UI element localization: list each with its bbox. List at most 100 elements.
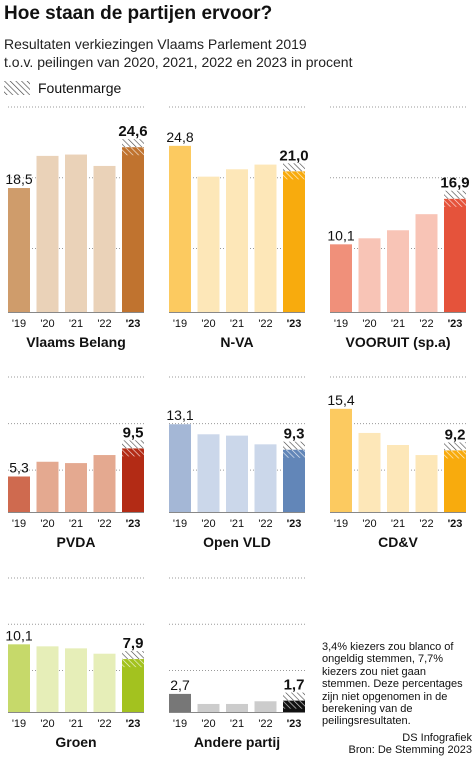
tick-label-n-va-1: '20: [201, 318, 215, 330]
chart-n-va: 24,8 '19 '20 '21 '22 21,0 '23 N-VA: [166, 106, 309, 350]
tick-label-groen-3: '22: [97, 718, 111, 730]
bar-open-vld-2: [226, 435, 248, 512]
bar-andere-partij-3: [254, 701, 277, 712]
margin-band-upper: [283, 163, 305, 172]
bar-andere-partij-1: [197, 703, 220, 712]
margin-band-upper: [444, 190, 466, 199]
data-label-n-va-4: 21,0: [279, 147, 308, 164]
margin-band-lower: [283, 171, 305, 180]
chart-title-vlaams-belang: Vlaams Belang: [26, 334, 126, 350]
tick-label-cdandv-2: '21: [391, 518, 405, 530]
tick-label-vlaams-belang-4: '23: [126, 318, 141, 330]
tick-label-vlaams-belang-1: '20: [40, 318, 54, 330]
bar-groen-1: [36, 646, 59, 712]
tick-label-groen-0: '19: [12, 718, 26, 730]
tick-label-andere-partij-3: '22: [258, 718, 272, 730]
tick-label-andere-partij-0: '19: [173, 718, 187, 730]
data-label-vooruit-sp-a-0: 10,1: [327, 227, 354, 243]
bar-vlaams-belang-4: [122, 147, 144, 312]
tick-label-pvda-2: '21: [69, 518, 83, 530]
tick-label-vooruit-sp-a-1: '20: [362, 318, 376, 330]
margin-band-upper: [122, 440, 144, 449]
legend: Foutenmarge: [4, 79, 121, 97]
margin-band-upper: [444, 442, 466, 451]
tick-label-vlaams-belang-0: '19: [12, 318, 26, 330]
bar-cdandv-3: [415, 455, 438, 512]
chart-andere-partij: 2,7 '19 '20 '21 '22 1,7 '23 Andere partij: [169, 577, 305, 750]
data-label-vlaams-belang-0: 18,5: [5, 171, 32, 187]
hatch-swatch-icon: [4, 81, 30, 95]
data-label-andere-partij-0: 2,7: [170, 677, 190, 693]
tick-label-andere-partij-1: '20: [201, 718, 215, 730]
bar-groen-2: [65, 648, 87, 712]
tick-label-groen-4: '23: [126, 718, 141, 730]
tick-label-groen-1: '20: [40, 718, 54, 730]
tick-label-andere-partij-4: '23: [287, 718, 302, 730]
tick-label-pvda-1: '20: [40, 518, 54, 530]
data-label-open-vld-4: 9,3: [284, 426, 305, 443]
margin-band-upper: [283, 441, 305, 450]
bar-open-vld-0: [169, 424, 191, 512]
bar-open-vld-3: [254, 444, 277, 512]
tick-label-cdandv-1: '20: [362, 518, 376, 530]
tick-label-andere-partij-2: '21: [230, 718, 244, 730]
margin-band-lower: [283, 700, 305, 709]
bar-vlaams-belang-2: [65, 154, 87, 312]
bar-pvda-1: [36, 461, 59, 512]
margin-band-upper: [122, 651, 144, 660]
credit-line-1: DS Infografiek: [402, 732, 472, 744]
legend-label: Foutenmarge: [38, 80, 122, 96]
bar-cdandv-4: [444, 450, 466, 512]
chart-cdandv: 15,4 '19 '20 '21 '22 9,2 '23 CD&V: [327, 376, 466, 550]
tick-label-vlaams-belang-3: '22: [97, 318, 111, 330]
bar-pvda-2: [65, 463, 87, 512]
tick-label-vlaams-belang-2: '21: [69, 318, 83, 330]
margin-band-lower: [444, 198, 466, 207]
data-label-open-vld-0: 13,1: [166, 407, 193, 423]
tick-label-vooruit-sp-a-4: '23: [448, 318, 463, 330]
subtitle-line-2: t.o.v. peilingen van 2020, 2021, 2022 en…: [4, 54, 353, 70]
chart-title-n-va: N-VA: [220, 334, 253, 350]
bar-vooruit-sp-a-3: [415, 214, 438, 312]
bar-vooruit-sp-a-1: [358, 238, 381, 312]
data-label-groen-4: 7,9: [123, 635, 144, 652]
chart-title-pvda: PVDA: [57, 534, 96, 550]
bar-cdandv-0: [330, 408, 352, 512]
credit-line-2: Bron: De Stemming 2023: [348, 744, 472, 756]
chart-groen: 10,1 '19 '20 '21 '22 7,9 '23 Groen: [5, 577, 144, 750]
bar-pvda-4: [122, 448, 144, 512]
bar-groen-0: [8, 644, 30, 712]
bar-open-vld-4: [283, 449, 305, 512]
tick-label-open-vld-0: '19: [173, 518, 187, 530]
bar-vooruit-sp-a-4: [444, 198, 466, 312]
tick-label-vooruit-sp-a-3: '22: [419, 318, 433, 330]
bar-andere-partij-2: [226, 703, 248, 712]
bar-groen-3: [93, 653, 116, 712]
page-title: Hoe staan de partijen ervoor?: [4, 3, 273, 24]
tick-label-n-va-4: '23: [287, 318, 302, 330]
bar-n-va-2: [226, 169, 248, 312]
chart-title-cdandv: CD&V: [378, 534, 418, 550]
bar-andere-partij-0: [169, 693, 191, 712]
tick-label-groen-2: '21: [69, 718, 83, 730]
margin-band-lower: [122, 448, 144, 457]
bar-n-va-0: [169, 145, 191, 312]
data-label-vlaams-belang-4: 24,6: [118, 123, 147, 140]
margin-band-upper: [283, 692, 305, 701]
bar-vlaams-belang-3: [93, 165, 116, 312]
data-label-cdandv-0: 15,4: [327, 392, 354, 408]
margin-band-lower: [122, 659, 144, 668]
bar-n-va-3: [254, 164, 277, 312]
tick-label-pvda-0: '19: [12, 518, 26, 530]
bar-cdandv-1: [358, 432, 381, 512]
tick-label-n-va-3: '22: [258, 318, 272, 330]
chart-title-andere-partij: Andere partij: [194, 734, 280, 750]
chart-vooruit-sp-a: 10,1 '19 '20 '21 '22 16,9 '23 VOORUIT (sp.a): [327, 106, 470, 350]
tick-label-pvda-4: '23: [126, 518, 141, 530]
data-label-n-va-0: 24,8: [166, 129, 193, 145]
subtitle-line-1: Resultaten verkiezingen Vlaams Parlement…: [4, 36, 307, 52]
tick-label-n-va-2: '21: [230, 318, 244, 330]
bar-pvda-3: [93, 455, 116, 512]
bar-vlaams-belang-0: [8, 188, 30, 312]
